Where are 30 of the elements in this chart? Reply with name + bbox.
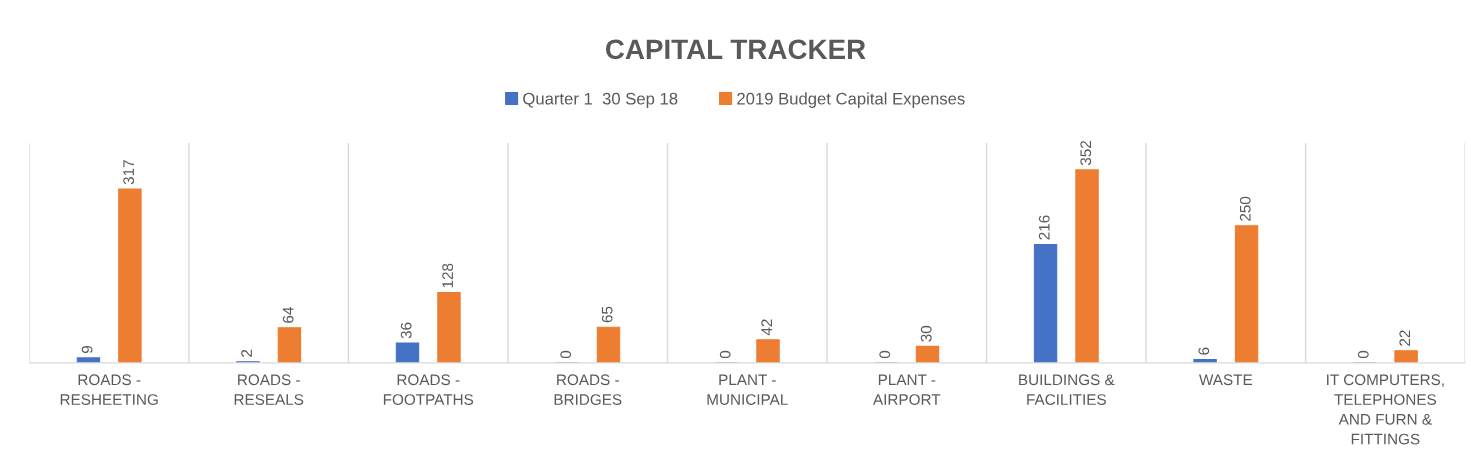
- x-tick-label: ROADS - BRIDGES: [554, 374, 622, 405]
- x-tick-label: ROADS - RESEALS: [234, 374, 304, 405]
- x-tick-label: PLANT - AIRPORT: [873, 374, 941, 405]
- data-label: 65: [601, 306, 613, 323]
- data-label: 250: [1239, 196, 1251, 221]
- data-label: 2: [241, 349, 252, 357]
- legend-label: Quarter 1 30 Sep 18: [523, 92, 678, 108]
- chart-title: CAPITAL TRACKER: [605, 39, 866, 60]
- data-label: 0: [879, 350, 891, 359]
- x-tick-label: WASTE: [1199, 374, 1253, 386]
- data-label: 30: [920, 325, 932, 342]
- x-tick-label: BUILDINGS & FACILITIES: [1019, 374, 1115, 405]
- data-label: 216: [1038, 215, 1050, 240]
- data-label: 128: [442, 263, 454, 288]
- data-label: 64: [282, 307, 294, 323]
- data-label: 6: [1198, 347, 1210, 355]
- data-label: 352: [1080, 141, 1092, 166]
- x-tick-label: ROADS - FOOTPATHS: [383, 374, 474, 405]
- data-label: 0: [719, 350, 731, 359]
- data-label: 0: [560, 350, 572, 359]
- data-label: 36: [400, 322, 412, 339]
- legend-label: 2019 Budget Capital Expenses: [737, 92, 965, 108]
- data-label: 317: [123, 160, 135, 185]
- data-label: 22: [1399, 330, 1411, 346]
- x-tick-label: PLANT - MUNICIPAL: [707, 374, 788, 405]
- data-label: 0: [1357, 350, 1369, 359]
- data-label: 42: [761, 319, 772, 336]
- data-label: 9: [81, 345, 93, 354]
- x-tick-label: ROADS - RESHEETING: [60, 374, 158, 405]
- x-tick-label: IT COMPUTERS, TELEPHONES AND FURN & FITTINGS: [1327, 374, 1444, 445]
